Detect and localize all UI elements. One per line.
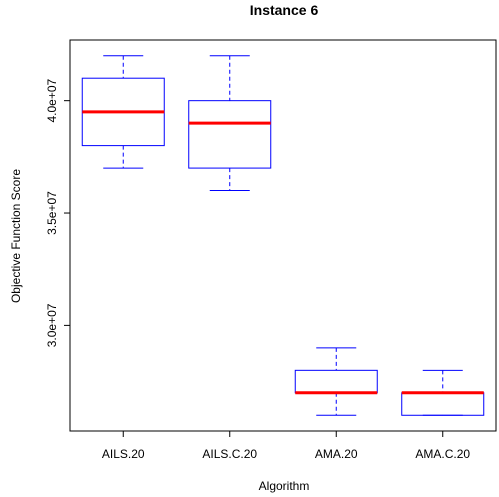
box-AILS.20 (81, 55, 165, 169)
iqr-box (188, 100, 272, 169)
x-tick-label: AILS.20 (102, 447, 145, 461)
y-tick-label: 3.5e+07 (45, 191, 59, 235)
y-axis-label: Objective Function Score (9, 169, 23, 303)
y-tick-label: 4.0e+07 (45, 78, 59, 122)
iqr-box (401, 392, 485, 416)
box-group (81, 55, 485, 416)
box-AMA.C.20 (401, 369, 485, 416)
y-axis: 3.0e+07 3.5e+07 4.0e+07 (45, 78, 70, 347)
box-AILS.C.20 (188, 55, 272, 192)
y-tick-label: 3.0e+07 (45, 303, 59, 347)
x-axis: AILS.20 AILS.C.20 AMA.20 AMA.C.20 (102, 431, 470, 461)
x-axis-label: Algorithm (259, 479, 310, 493)
x-tick-label: AILS.C.20 (202, 447, 257, 461)
iqr-box (294, 369, 378, 394)
x-tick-label: AMA.C.20 (415, 447, 470, 461)
x-tick-label: AMA.20 (315, 447, 358, 461)
box-AMA.20 (294, 347, 378, 416)
chart-title: Instance 6 (250, 2, 319, 18)
plot-frame (69, 39, 497, 432)
